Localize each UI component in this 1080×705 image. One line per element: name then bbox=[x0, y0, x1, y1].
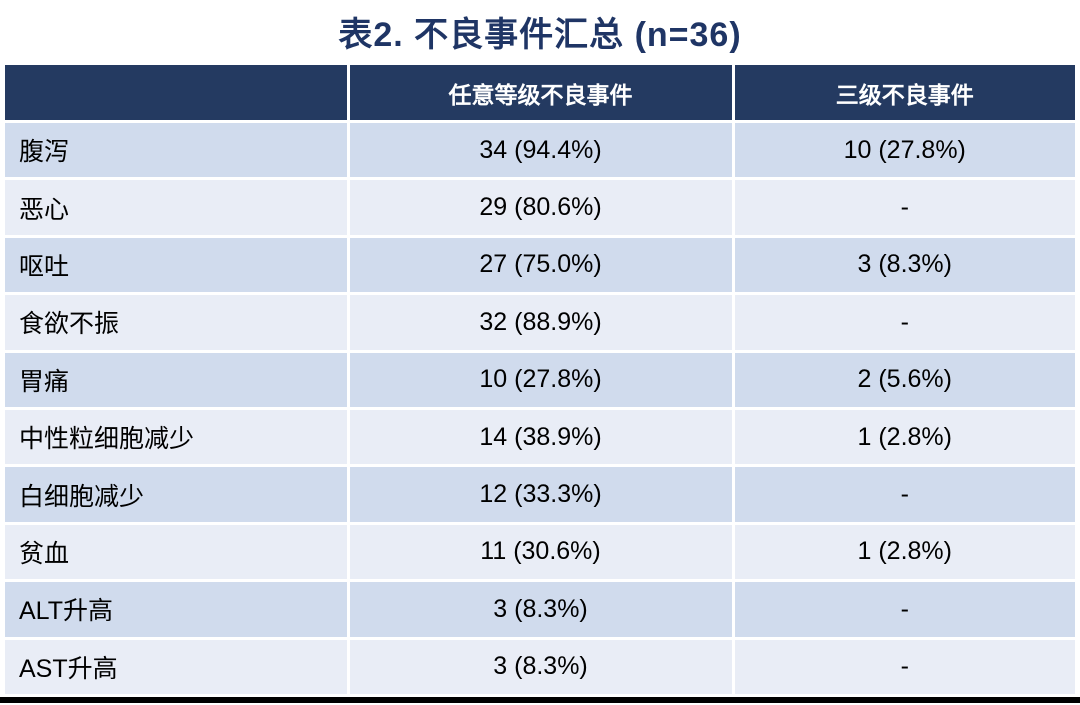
table-row: AST升高 3 (8.3%) - bbox=[5, 639, 1075, 694]
row-label-cell: 腹泻 bbox=[5, 123, 347, 178]
any-grade-cell: 14 (38.9%) bbox=[349, 409, 732, 465]
bottom-border-bar bbox=[0, 697, 1080, 703]
grade3-cell: - bbox=[734, 467, 1075, 522]
row-label-cell: 胃痛 bbox=[5, 352, 347, 407]
table-row: 腹泻 34 (94.4%) 10 (27.8%) bbox=[5, 123, 1075, 178]
table-row: 呕吐 27 (75.0%) 3 (8.3%) bbox=[5, 237, 1075, 293]
column-header-grade3: 三级不良事件 bbox=[734, 65, 1075, 120]
grade3-cell: - bbox=[734, 180, 1075, 235]
grade3-cell: 10 (27.8%) bbox=[734, 123, 1075, 178]
table-row: ALT升高 3 (8.3%) - bbox=[5, 582, 1075, 637]
grade3-cell: - bbox=[734, 639, 1075, 694]
any-grade-cell: 10 (27.8%) bbox=[349, 352, 732, 407]
grade3-cell: 3 (8.3%) bbox=[734, 237, 1075, 293]
table-row: 恶心 29 (80.6%) - bbox=[5, 180, 1075, 235]
grade3-cell: - bbox=[734, 295, 1075, 350]
row-label-cell: AST升高 bbox=[5, 639, 347, 694]
grade3-cell: 1 (2.8%) bbox=[734, 409, 1075, 465]
any-grade-cell: 32 (88.9%) bbox=[349, 295, 732, 350]
row-label-cell: 呕吐 bbox=[5, 237, 347, 293]
table-title: 表2. 不良事件汇总 (n=36) bbox=[338, 15, 742, 54]
row-label-cell: 贫血 bbox=[5, 524, 347, 580]
table-row: 胃痛 10 (27.8%) 2 (5.6%) bbox=[5, 352, 1075, 407]
table-row: 中性粒细胞减少 14 (38.9%) 1 (2.8%) bbox=[5, 409, 1075, 465]
any-grade-cell: 27 (75.0%) bbox=[349, 237, 732, 293]
adverse-events-table: 任意等级不良事件 三级不良事件 腹泻 34 (94.4%) 10 (27.8%)… bbox=[2, 62, 1078, 697]
row-label-cell: ALT升高 bbox=[5, 582, 347, 637]
row-label-cell: 恶心 bbox=[5, 180, 347, 235]
table-row: 食欲不振 32 (88.9%) - bbox=[5, 295, 1075, 350]
table-title-bar: 表2. 不良事件汇总 (n=36) bbox=[0, 0, 1080, 62]
table-row: 白细胞减少 12 (33.3%) - bbox=[5, 467, 1075, 522]
any-grade-cell: 3 (8.3%) bbox=[349, 582, 732, 637]
table-row: 贫血 11 (30.6%) 1 (2.8%) bbox=[5, 524, 1075, 580]
row-label-cell: 中性粒细胞减少 bbox=[5, 409, 347, 465]
any-grade-cell: 12 (33.3%) bbox=[349, 467, 732, 522]
header-row: 任意等级不良事件 三级不良事件 bbox=[5, 65, 1075, 120]
column-header-any-grade: 任意等级不良事件 bbox=[349, 65, 732, 120]
row-label-cell: 白细胞减少 bbox=[5, 467, 347, 522]
grade3-cell: - bbox=[734, 582, 1075, 637]
grade3-cell: 1 (2.8%) bbox=[734, 524, 1075, 580]
any-grade-cell: 34 (94.4%) bbox=[349, 123, 732, 178]
any-grade-cell: 3 (8.3%) bbox=[349, 639, 732, 694]
grade3-cell: 2 (5.6%) bbox=[734, 352, 1075, 407]
any-grade-cell: 11 (30.6%) bbox=[349, 524, 732, 580]
any-grade-cell: 29 (80.6%) bbox=[349, 180, 732, 235]
column-header-empty bbox=[5, 65, 347, 120]
row-label-cell: 食欲不振 bbox=[5, 295, 347, 350]
